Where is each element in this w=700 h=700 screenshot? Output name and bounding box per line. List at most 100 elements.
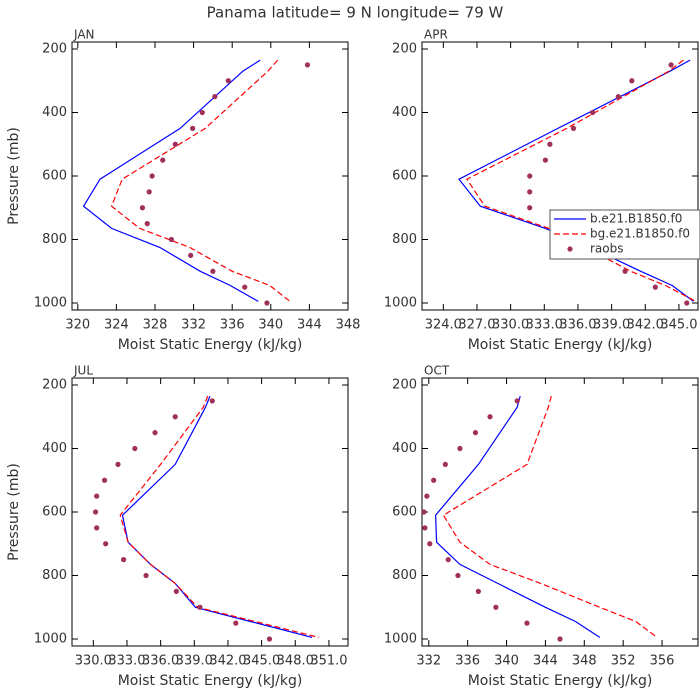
- x-tick-label: 356: [650, 654, 675, 669]
- raob-marker: [487, 414, 493, 420]
- plot-frame: [421, 41, 699, 311]
- raob-marker: [668, 62, 674, 68]
- x-axis-label: Moist Static Energy (kJ/kg): [468, 673, 653, 689]
- x-tick-label: 344: [533, 654, 558, 669]
- x-tick-label: 327.0: [458, 318, 495, 333]
- x-tick-label: 340: [258, 318, 283, 333]
- raob-marker: [445, 557, 451, 563]
- raob-marker: [514, 398, 520, 404]
- panel-title: APR: [424, 28, 448, 42]
- y-tick-label: 1000: [34, 296, 67, 311]
- x-tick-label: 344: [297, 318, 322, 333]
- raob-marker: [427, 541, 433, 547]
- y-tick-label: 1000: [384, 296, 417, 311]
- raob-marker: [242, 284, 248, 290]
- raob-marker: [557, 636, 563, 642]
- raob-marker: [527, 189, 533, 195]
- y-axis-label: Pressure (mb): [6, 127, 22, 225]
- panel-title: JUL: [73, 364, 93, 378]
- x-tick-label: 351.0: [310, 654, 347, 669]
- raob-marker: [225, 78, 231, 84]
- raob-marker: [455, 572, 461, 579]
- x-tick-label: 336.0: [559, 318, 596, 333]
- raob-marker: [547, 141, 553, 147]
- raob-marker: [233, 620, 239, 626]
- legend-label: b.e21.B1850.f0: [590, 212, 682, 226]
- x-tick-label: 324.0: [425, 318, 462, 333]
- raob-marker: [622, 268, 628, 274]
- legend-label: bg.e21.B1850.f0: [590, 227, 690, 241]
- x-tick-label: 345.0: [660, 318, 697, 333]
- legend-label: raobs: [590, 242, 624, 256]
- y-tick-label: 1000: [384, 632, 417, 647]
- y-axis-label: Pressure (mb): [6, 463, 22, 561]
- x-tick-label: 340: [494, 654, 519, 669]
- raob-marker: [442, 461, 448, 467]
- profile-line: [434, 395, 601, 638]
- plot-frame: [71, 41, 349, 311]
- y-tick-label: 400: [42, 441, 67, 456]
- raob-marker: [589, 109, 596, 116]
- x-tick-label: 333.0: [526, 318, 563, 333]
- y-tick-label: 200: [392, 377, 417, 392]
- raob-marker: [212, 94, 218, 100]
- raob-marker: [94, 525, 100, 531]
- profile-line: [110, 59, 291, 302]
- raob-marker: [152, 430, 158, 436]
- y-tick-label: 200: [392, 41, 417, 56]
- raob-marker: [542, 157, 549, 163]
- y-tick-label: 400: [42, 105, 67, 120]
- x-tick-label: 328: [143, 318, 168, 333]
- raob-marker: [94, 493, 100, 499]
- x-tick-label: 330.0: [75, 654, 112, 669]
- raob-marker: [160, 157, 166, 163]
- raob-marker: [431, 477, 437, 483]
- raob-marker: [103, 541, 109, 547]
- raob-marker: [172, 414, 178, 420]
- raob-marker: [422, 525, 428, 531]
- y-tick-label: 800: [392, 232, 417, 247]
- y-tick-label: 600: [42, 505, 67, 520]
- plot-area: [82, 59, 311, 306]
- x-axis-label: Moist Static Energy (kJ/kg): [118, 337, 303, 353]
- raob-marker: [304, 62, 311, 68]
- raob-marker: [132, 445, 138, 452]
- raob-marker: [527, 173, 533, 179]
- raob-marker: [188, 252, 194, 258]
- raob-marker: [143, 572, 149, 579]
- x-axis-label: Moist Static Energy (kJ/kg): [468, 337, 653, 353]
- raob-marker: [629, 78, 635, 84]
- profile-line: [119, 395, 319, 638]
- x-tick-label: 332: [416, 654, 441, 669]
- raob-marker: [197, 604, 203, 610]
- legend-marker: [567, 246, 573, 252]
- plot-frame: [71, 377, 349, 647]
- x-tick-label: 333.0: [108, 654, 145, 669]
- raob-marker: [524, 620, 530, 626]
- x-tick-label: 348.0: [277, 654, 314, 669]
- y-tick-label: 800: [392, 568, 417, 583]
- profile-line: [442, 395, 658, 638]
- profile-line: [121, 395, 313, 638]
- y-tick-label: 600: [392, 169, 417, 184]
- x-tick-label: 336.0: [142, 654, 179, 669]
- raob-marker: [264, 300, 270, 306]
- raob-marker: [173, 588, 179, 594]
- chart-title: Panama latitude= 9 N longitude= 79 W: [207, 4, 504, 22]
- raob-marker: [422, 509, 427, 515]
- raob-marker: [652, 284, 658, 290]
- plot-area: [422, 395, 658, 642]
- raob-marker: [149, 173, 155, 179]
- raob-marker: [101, 477, 108, 483]
- x-tick-label: 345.0: [243, 654, 280, 669]
- raob-marker: [168, 236, 174, 243]
- y-tick-label: 1000: [34, 632, 67, 647]
- y-tick-label: 800: [42, 232, 67, 247]
- plot-frame: [421, 377, 699, 647]
- x-tick-label: 339.0: [593, 318, 630, 333]
- raob-marker: [615, 94, 621, 100]
- x-tick-label: 336: [220, 318, 245, 333]
- raob-marker: [527, 205, 533, 211]
- x-tick-label: 352: [611, 654, 636, 669]
